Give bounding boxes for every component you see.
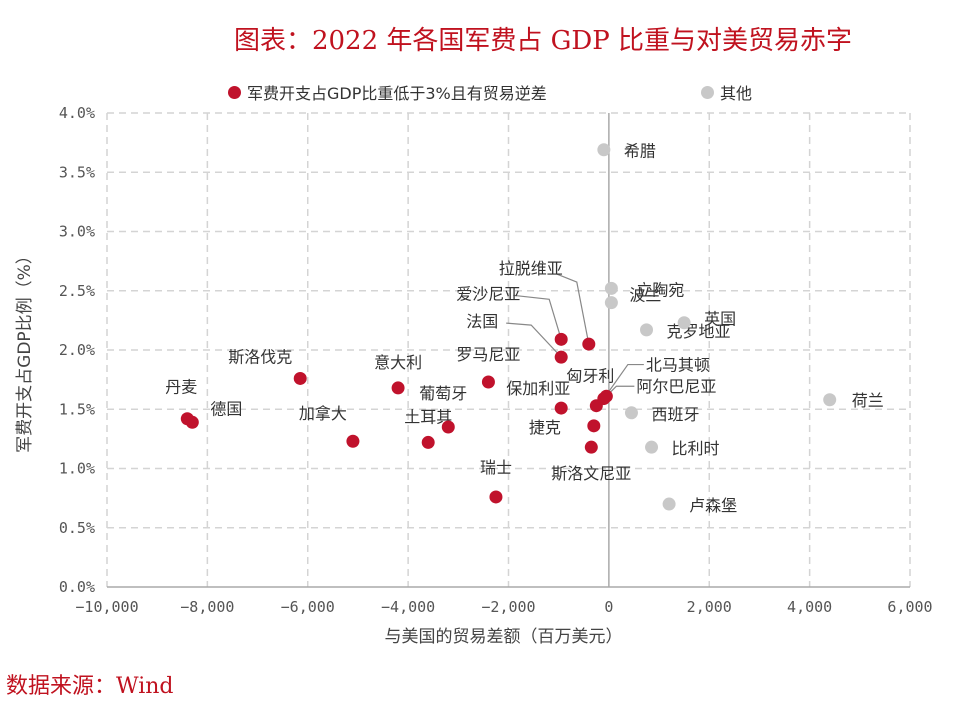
data-point xyxy=(554,350,568,364)
point-label: 波兰 xyxy=(629,286,661,305)
data-source: 数据来源：Wind xyxy=(6,674,174,699)
data-point xyxy=(604,296,618,310)
x-tick-label: −6,000 xyxy=(281,598,335,616)
legend-label-series-2: 其他 xyxy=(720,84,753,103)
data-point xyxy=(489,490,503,504)
y-tick-label: 3.5% xyxy=(59,163,95,181)
x-tick-label: −4,000 xyxy=(381,598,435,616)
point-label: 拉脱维亚 xyxy=(499,259,563,278)
data-point xyxy=(677,316,691,330)
y-tick-label: 1.5% xyxy=(59,400,95,418)
point-label: 保加利亚 xyxy=(506,379,570,398)
x-tick-label: −8,000 xyxy=(180,598,234,616)
chart-title: 图表：2022 年各国军费占 GDP 比重与对美贸易赤字 xyxy=(233,26,853,56)
x-tick-label: 0 xyxy=(604,598,613,616)
point-label: 爱沙尼亚 xyxy=(456,284,520,303)
y-tick-label: 3.0% xyxy=(59,223,95,241)
data-point xyxy=(185,415,199,429)
point-label: 荷兰 xyxy=(852,391,884,410)
point-label: 瑞士 xyxy=(480,458,512,477)
data-point xyxy=(582,337,596,351)
leader-line xyxy=(603,363,644,399)
x-tick-label: −2,000 xyxy=(481,598,535,616)
point-label: 加拿大 xyxy=(299,404,347,423)
point-label: 比利时 xyxy=(672,439,720,458)
point-label: 德国 xyxy=(210,399,242,418)
x-tick-label: 6,000 xyxy=(887,598,932,616)
legend-item-series-1: 军费开支占GDP比重低于3%且有贸易逆差 xyxy=(228,80,547,104)
y-tick-label: 4.0% xyxy=(59,104,95,122)
data-point xyxy=(391,381,405,395)
point-label: 捷克 xyxy=(529,418,561,437)
point-label: 土耳其 xyxy=(404,407,452,426)
data-point xyxy=(346,434,360,448)
point-label: 西班牙 xyxy=(651,405,699,424)
point-label: 丹麦 xyxy=(165,378,197,397)
data-point xyxy=(421,435,435,449)
legend-marker-red xyxy=(228,85,241,99)
data-point xyxy=(640,323,654,337)
data-point xyxy=(441,420,455,434)
point-label: 卢森堡 xyxy=(689,496,737,515)
point-label: 匈牙利 xyxy=(566,367,614,386)
data-point xyxy=(604,281,618,295)
leader-line xyxy=(513,294,562,340)
point-label: 希腊 xyxy=(624,142,656,161)
data-point xyxy=(662,497,676,511)
x-tick-label: −10,000 xyxy=(75,598,138,616)
point-label: 北马其顿 xyxy=(646,356,710,375)
legend-marker-gray xyxy=(701,85,714,99)
y-tick-label: 0.0% xyxy=(59,578,95,596)
y-tick-label: 2.5% xyxy=(59,282,95,300)
data-point xyxy=(584,440,598,454)
y-axis-title: 军费开支占GDP比例（%） xyxy=(15,247,35,453)
data-point xyxy=(645,440,659,454)
y-tick-label: 2.0% xyxy=(59,341,95,359)
x-tick-label: 2,000 xyxy=(687,598,732,616)
data-point xyxy=(554,332,568,346)
data-point xyxy=(554,401,568,415)
leader-line xyxy=(506,322,562,358)
legend-item-series-2: 其他 xyxy=(701,80,752,104)
data-point xyxy=(624,406,638,420)
legend-label-series-1: 军费开支占GDP比重低于3%且有贸易逆差 xyxy=(247,84,547,103)
y-tick-label: 0.5% xyxy=(59,519,95,537)
point-label: 罗马尼亚 xyxy=(456,345,520,364)
y-tick-label: 1.0% xyxy=(59,460,95,478)
data-point xyxy=(599,389,613,403)
point-label: 法国 xyxy=(466,312,498,331)
point-label: 阿尔巴尼亚 xyxy=(636,377,716,396)
x-axis-title: 与美国的贸易差额（百万美元） xyxy=(385,627,623,647)
data-point xyxy=(597,143,611,157)
leader-line xyxy=(556,273,590,345)
point-label: 意大利 xyxy=(374,353,422,372)
point-label: 斯洛伐克 xyxy=(228,347,292,366)
data-point xyxy=(293,371,307,385)
point-label: 斯洛文尼亚 xyxy=(551,464,631,483)
point-label: 英国 xyxy=(704,310,736,329)
point-label: 葡萄牙 xyxy=(419,384,467,403)
point-label: 立陶宛 xyxy=(636,280,684,299)
data-point xyxy=(587,419,601,433)
data-point xyxy=(823,393,837,407)
x-tick-label: 4,000 xyxy=(787,598,832,616)
data-point xyxy=(481,375,495,389)
